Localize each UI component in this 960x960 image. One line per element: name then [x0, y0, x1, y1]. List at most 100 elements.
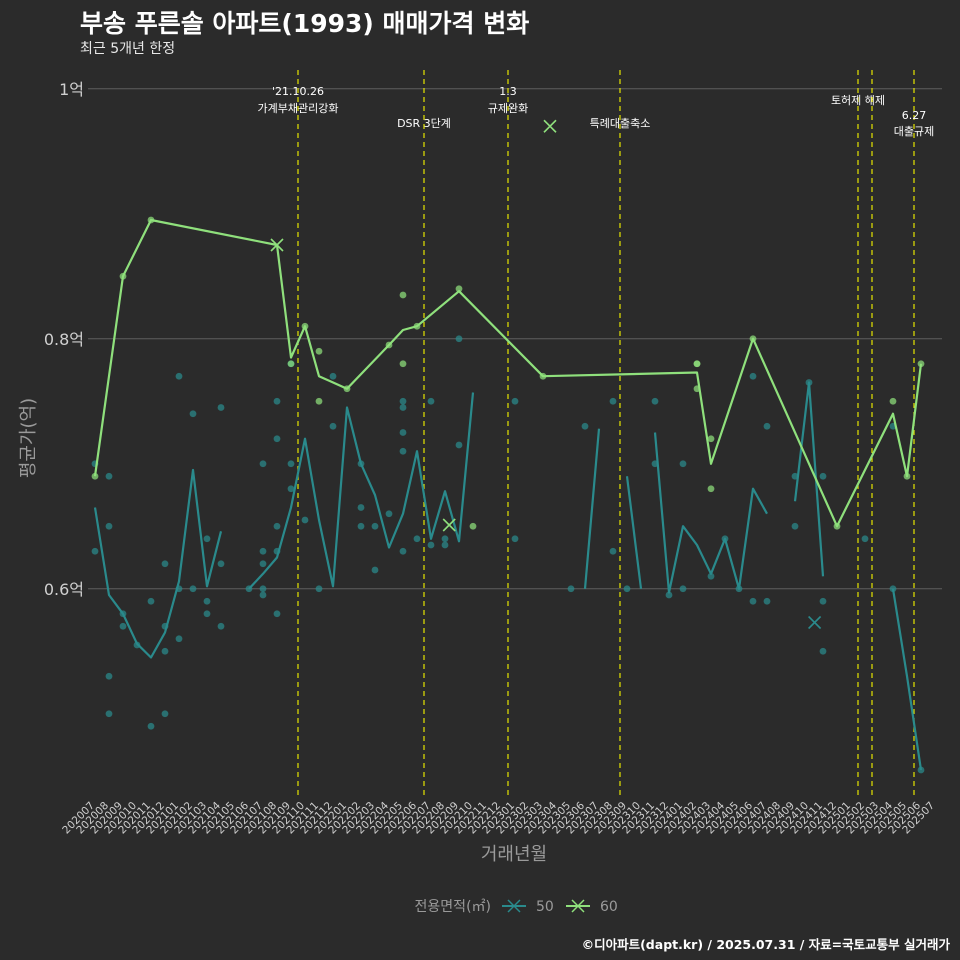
- data-point-60: [903, 472, 911, 480]
- data-point-50: [399, 547, 407, 555]
- series-line-50: [625, 476, 643, 589]
- data-point-50: [861, 535, 869, 543]
- data-point-50: [399, 429, 407, 436]
- data-point-50: [105, 672, 113, 680]
- event-label: 토허제 해제: [831, 93, 885, 107]
- data-point-50: [259, 585, 267, 593]
- data-point-50: [105, 710, 113, 718]
- data-point-50: [455, 441, 463, 449]
- y-tick-label: 0.6억: [44, 580, 84, 599]
- data-point-50: [119, 622, 127, 630]
- data-point-50: [273, 547, 281, 555]
- data-point-50: [763, 422, 771, 430]
- data-point-50: [805, 379, 813, 386]
- chart-title: 부송 푸른솔 아파트(1993) 매매가격 변화: [80, 9, 530, 38]
- data-point-50: [147, 722, 155, 730]
- x-marker-60: [270, 238, 284, 252]
- axis-layer: 0.6억0.8억1억202007202008202009202010202011…: [44, 80, 937, 837]
- data-point-50: [175, 372, 183, 380]
- legend: 전용면적(㎡) 50 60: [415, 899, 618, 915]
- data-point-50: [917, 766, 925, 774]
- data-point-50: [161, 647, 169, 655]
- data-point-50: [665, 591, 673, 599]
- data-point-50: [161, 710, 169, 718]
- data-point-50: [441, 541, 449, 549]
- legend-label-50: 50: [536, 899, 554, 915]
- data-point-50: [203, 610, 211, 618]
- data-point-50: [161, 560, 169, 568]
- data-point-60: [399, 291, 407, 299]
- series-line-50: [653, 432, 768, 594]
- series-layer: [91, 119, 925, 774]
- data-point-50: [623, 585, 631, 593]
- data-point-50: [651, 460, 659, 468]
- data-point-50: [735, 585, 743, 593]
- x-marker-50: [808, 615, 822, 630]
- data-point-50: [819, 597, 827, 605]
- series-line-50: [583, 428, 601, 589]
- data-point-60: [917, 360, 925, 368]
- series-line-60: [93, 218, 923, 528]
- data-point-50: [119, 610, 127, 618]
- data-point-50: [259, 591, 267, 599]
- data-point-50: [399, 404, 407, 411]
- data-point-50: [315, 585, 323, 593]
- series-line-50: [248, 392, 475, 590]
- data-point-50: [791, 472, 799, 480]
- data-point-50: [273, 610, 281, 618]
- data-point-50: [175, 585, 183, 593]
- data-point-50: [609, 547, 617, 555]
- data-point-50: [889, 585, 897, 593]
- data-point-50: [133, 641, 141, 649]
- data-point-60: [833, 522, 841, 530]
- data-point-50: [175, 635, 183, 643]
- data-point-50: [399, 397, 407, 405]
- data-point-50: [273, 435, 281, 443]
- data-point-50: [567, 585, 575, 593]
- data-point-60: [91, 472, 99, 480]
- x-axis-label: 거래년월: [481, 844, 547, 865]
- data-point-60: [315, 347, 323, 355]
- series-50: [91, 335, 925, 774]
- data-point-50: [441, 535, 449, 543]
- data-point-50: [357, 460, 365, 468]
- data-point-50: [273, 397, 281, 405]
- legend-item-50: 50: [502, 899, 554, 915]
- event-label: '21.10.26: [272, 85, 324, 98]
- series-line-50: [891, 588, 923, 771]
- y-tick-label: 0.8억: [44, 330, 84, 349]
- data-point-50: [217, 622, 225, 630]
- event-label: 규제완화: [488, 102, 528, 115]
- data-point-50: [511, 397, 519, 405]
- data-point-50: [273, 522, 281, 530]
- data-point-50: [357, 504, 365, 511]
- data-point-50: [385, 510, 393, 518]
- data-point-50: [287, 460, 295, 468]
- data-point-60: [287, 360, 295, 368]
- data-point-50: [371, 522, 379, 530]
- data-point-50: [609, 397, 617, 405]
- y-axis-label: 평균가(억): [18, 398, 39, 478]
- event-label: 가계부채관리강화: [258, 102, 339, 115]
- data-point-60: [693, 385, 701, 393]
- data-point-50: [161, 622, 169, 630]
- legend-label-60: 60: [600, 899, 618, 915]
- x-marker-60: [442, 518, 456, 532]
- event-label: DSR 3단계: [397, 117, 451, 130]
- grid-layer: [88, 88, 942, 590]
- data-point-50: [413, 535, 421, 543]
- data-point-50: [189, 410, 197, 418]
- source-caption: ©디아파트(dapt.kr) / 2025.07.31 / 자료=국토교통부 실…: [581, 937, 950, 952]
- data-point-60: [413, 322, 421, 330]
- data-point-50: [819, 647, 827, 655]
- data-point-50: [329, 372, 337, 380]
- data-point-50: [721, 535, 729, 543]
- data-point-50: [427, 397, 435, 405]
- data-point-50: [707, 572, 715, 580]
- data-point-60: [539, 372, 547, 380]
- data-point-60: [749, 335, 757, 343]
- data-point-60: [119, 272, 127, 280]
- series-line-50: [93, 468, 223, 659]
